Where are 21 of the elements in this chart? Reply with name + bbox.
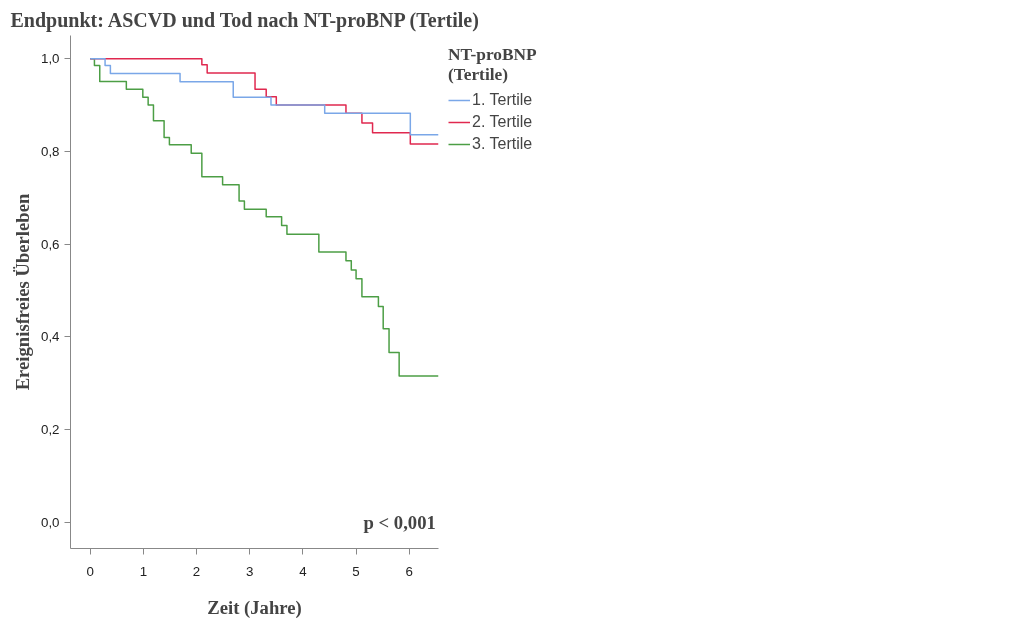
legend-label: 1. Tertile [472,91,533,109]
y-tick-label: 0,4 [40,329,61,345]
legend-label: 2. Tertile [472,113,533,131]
x-tick-label: 1 [139,563,148,579]
y-tick-label: 0,0 [40,514,60,530]
x-tick-label: 5 [352,563,360,579]
x-tick-label: 6 [405,563,413,579]
x-tick-label: 4 [299,563,308,579]
annotation: p < 0,001 [363,511,436,533]
legend-label: 3. Tertile [472,135,533,153]
x-tick-label: 3 [246,563,254,579]
x-tick-label: 2 [192,563,201,579]
y-axis-title: Ereignisfreies Überleben [11,193,33,391]
x-axis-title: Zeit (Jahre) [207,596,302,619]
chart-title: Endpunkt: ASCVD und Tod nach NT-proBNP (Tertile) [10,8,479,32]
y-tick-label: 0,6 [40,236,60,252]
legend-title: NT-proBNP (Tertile) [448,45,537,85]
x-tick-label: 0 [86,563,94,579]
y-tick-label: 0,8 [40,143,60,159]
y-tick-label: 1,0 [40,51,60,67]
y-tick-label: 0,2 [40,421,60,437]
